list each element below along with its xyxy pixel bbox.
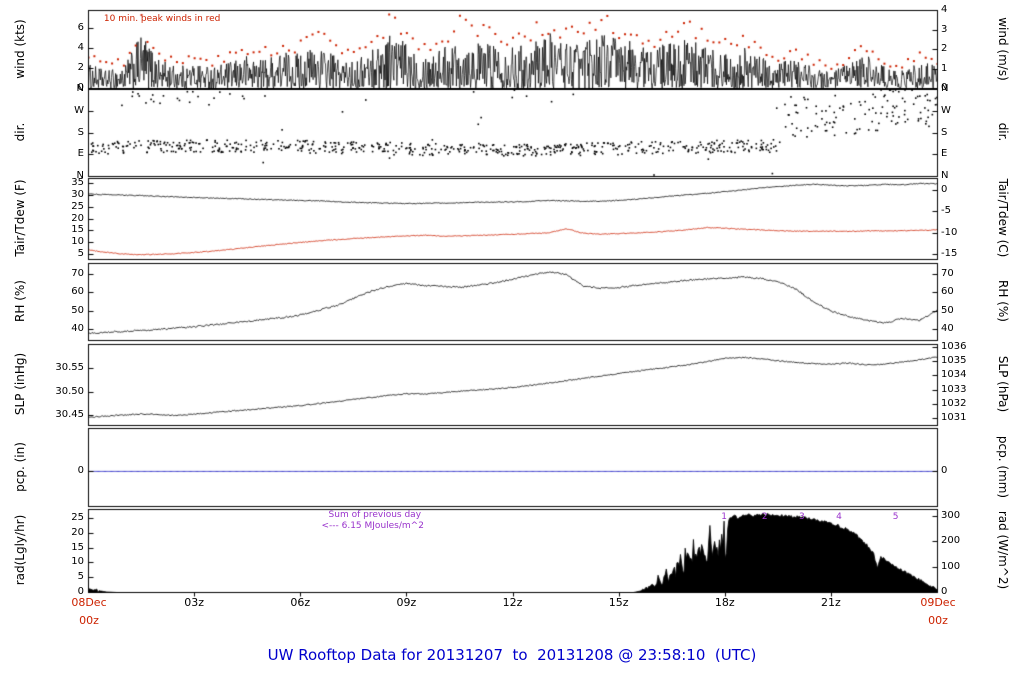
y-axis-title-rad-left: rad(Lgly/hr): [13, 514, 27, 586]
y-tick-label-right: 100: [941, 560, 961, 572]
y-tick-label-right: 1: [941, 62, 948, 74]
x-axis-end-date: 09Dec: [920, 596, 956, 609]
y-tick-label-right: N: [941, 170, 949, 181]
y-tick-label-right: 3: [941, 23, 948, 35]
y-tick-label-right: 1032: [941, 397, 967, 409]
y-tick-label-left: 20: [71, 212, 84, 224]
y-tick-label-left: E: [77, 148, 84, 160]
y-tick-label-right: 1036: [941, 341, 967, 353]
y-tick-label-left: 60: [71, 286, 84, 298]
y-tick-label-right: 0: [941, 183, 948, 195]
rad-marker-3: 3: [799, 512, 805, 522]
y-tick-label-left: 70: [71, 268, 84, 279]
y-tick-label-right: -5: [941, 205, 951, 217]
y-tick-label-right: -10: [941, 226, 958, 238]
y-tick-label-left: 6: [77, 22, 84, 33]
y-tick-label-left: 5: [77, 571, 84, 583]
y-tick-label-left: 30.55: [55, 361, 84, 373]
y-tick-label-left: S: [77, 126, 84, 138]
y-tick-label-left: N: [76, 170, 84, 181]
x-tick-label: 18z: [714, 596, 735, 609]
y-tick-label-right: 60: [941, 286, 954, 298]
x-axis-start-date: 08Dec: [71, 596, 107, 609]
x-tick-label: 21z: [820, 596, 841, 609]
y-tick-label-left: 15: [71, 541, 84, 553]
sum-previous-day-note: Sum of previous day: [328, 510, 422, 520]
figure-title: UW Rooftop Data for 20131207 to 20131208…: [267, 646, 757, 664]
y-tick-label-left: 35: [71, 176, 84, 188]
y-tick-label-left: 30.50: [55, 385, 84, 397]
y-tick-label-right: 0: [941, 586, 948, 597]
peak-winds-note: 10 min. peak winds in red: [103, 14, 221, 24]
y-tick-label-left: 20: [71, 526, 84, 538]
mjoules-note: <--- 6.15 MJoules/m^2: [321, 521, 424, 531]
y-tick-label-right: 0: [941, 464, 948, 476]
y-tick-label-left: 25: [71, 511, 84, 523]
x-axis-end-hour: 00z: [928, 614, 948, 627]
y-tick-label-left: N: [76, 83, 84, 94]
y-tick-label-left: 10: [71, 236, 84, 248]
x-axis-start-hour: 00z: [79, 614, 99, 627]
y-tick-label-right: 0: [941, 82, 948, 93]
x-tick-label: 12z: [502, 596, 523, 609]
y-tick-label-right: 1031: [941, 411, 967, 423]
rad-marker-5: 5: [892, 512, 899, 522]
y-tick-label-right: 300: [941, 509, 961, 521]
y-tick-label-right: 1034: [941, 369, 967, 381]
rad-marker-4: 4: [836, 512, 842, 522]
y-tick-label-right: 1033: [941, 383, 967, 395]
y-tick-label-left: 4: [77, 42, 84, 53]
y-tick-label-right: S: [941, 126, 948, 138]
y-tick-label-right: E: [941, 148, 948, 160]
rad-marker-2: 2: [761, 512, 768, 522]
x-tick-label: 09z: [396, 596, 417, 609]
y-axis-title-rad-right: rad (W/m^2): [996, 510, 1010, 590]
y-tick-label-right: W: [941, 104, 951, 116]
y-tick-label-left: 0: [77, 82, 84, 93]
y-tick-label-left: 25: [71, 200, 84, 212]
y-tick-label-left: 0: [77, 464, 84, 476]
y-tick-label-right: 40: [941, 323, 954, 334]
y-tick-label-left: 10: [71, 556, 84, 568]
y-tick-label-left: W: [74, 104, 84, 116]
y-tick-label-left: 0: [77, 586, 84, 597]
y-tick-label-left: 30.45: [55, 409, 84, 421]
y-tick-label-right: 50: [941, 304, 954, 316]
y-tick-label-right: -15: [941, 248, 958, 260]
y-tick-label-left: 15: [71, 224, 84, 236]
y-tick-label-left: 40: [71, 323, 84, 334]
y-tick-label-right: 200: [941, 535, 961, 547]
y-tick-label-left: 30: [71, 188, 84, 200]
y-tick-label-right: 4: [941, 4, 948, 16]
y-tick-label-left: 50: [71, 304, 84, 316]
x-tick-label: 15z: [608, 596, 629, 609]
x-tick-label: 03z: [184, 596, 205, 609]
y-tick-label-left: 2: [77, 62, 84, 73]
y-tick-label-right: N: [941, 83, 949, 94]
y-tick-label-right: 70: [941, 268, 954, 279]
y-tick-label-right: 1035: [941, 355, 967, 367]
y-tick-label-right: 2: [941, 43, 948, 55]
rad-marker-1: 1: [721, 512, 727, 522]
y-tick-label-left: 5: [77, 248, 84, 260]
x-tick-label: 06z: [290, 596, 311, 609]
